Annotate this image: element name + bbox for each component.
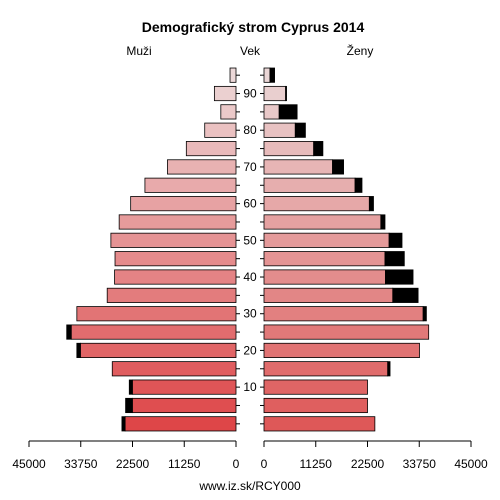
x-tick-label: 11250	[300, 457, 333, 471]
women-bar	[263, 196, 370, 212]
x-tick-label: 33750	[403, 457, 437, 471]
women-bar	[263, 159, 333, 175]
women-bar	[263, 342, 420, 358]
age-axis-label: Vek	[240, 44, 261, 58]
age-tick-label: 60	[243, 197, 257, 211]
women-bar	[263, 361, 389, 377]
x-tick-label: 0	[261, 457, 268, 471]
men-excess-bar	[66, 324, 72, 340]
women-bar	[263, 141, 315, 157]
x-tick-label: 22500	[351, 457, 385, 471]
x-tick-label: 33750	[64, 457, 98, 471]
men-bar	[144, 177, 237, 193]
women-excess-bar	[368, 196, 374, 212]
women-excess-bar	[380, 214, 386, 230]
men-bar	[80, 342, 237, 358]
age-tick-label: 70	[243, 160, 257, 174]
women-bar	[263, 214, 382, 230]
women-bar	[263, 269, 386, 285]
women-excess-bar	[332, 159, 344, 175]
women-bar	[263, 177, 356, 193]
men-label: Muži	[126, 44, 151, 58]
men-excess-bar	[121, 416, 126, 432]
women-excess-bar	[313, 141, 324, 157]
women-excess-bar	[384, 251, 405, 267]
men-bar	[130, 196, 237, 212]
women-bar	[263, 104, 280, 120]
women-excess-bar	[354, 177, 363, 193]
men-bar	[213, 85, 237, 102]
x-tick-label: 0	[233, 457, 240, 471]
men-bar	[111, 361, 237, 377]
women-excess-bar	[294, 122, 306, 138]
men-bar	[132, 379, 237, 395]
women-bar	[263, 287, 394, 303]
men-bar	[114, 269, 237, 285]
women-bar	[263, 416, 376, 432]
age-tick-label: 50	[243, 233, 257, 247]
men-bar	[185, 141, 237, 157]
women-excess-bar	[385, 269, 414, 285]
men-bar	[132, 397, 237, 414]
men-bar	[220, 104, 237, 120]
chart-title: Demografický strom Cyprus 2014	[142, 19, 365, 35]
footer-url: www.iz.sk/RCY000	[198, 479, 301, 493]
women-label: Ženy	[347, 43, 374, 58]
women-bar	[263, 379, 368, 395]
women-excess-bar	[392, 287, 419, 303]
women-excess-bar	[388, 232, 403, 248]
women-bar	[263, 306, 424, 322]
men-bar	[167, 159, 237, 175]
x-tick-label: 22500	[116, 457, 150, 471]
men-excess-bar	[128, 379, 133, 395]
men-bar	[229, 67, 237, 83]
age-tick-label: 20	[243, 343, 257, 357]
women-bar	[263, 85, 287, 102]
men-bar	[204, 122, 237, 138]
x-tick-label: 45000	[12, 457, 46, 471]
women-excess-bar	[269, 67, 275, 83]
men-bar	[118, 214, 237, 230]
x-tick-label: 11250	[168, 457, 201, 471]
women-bar	[263, 324, 430, 340]
men-bar	[70, 324, 237, 340]
men-bar	[76, 306, 237, 322]
age-tick-label: 40	[243, 270, 257, 284]
age-tick-label: 10	[243, 380, 257, 394]
women-bar	[263, 67, 271, 83]
women-bar	[263, 251, 386, 267]
age-tick-label: 30	[243, 307, 257, 321]
women-excess-bar	[285, 85, 287, 102]
men-excess-bar	[125, 397, 133, 414]
men-excess-bar	[76, 342, 81, 358]
x-tick-label: 45000	[454, 457, 488, 471]
age-tick-label: 80	[243, 123, 257, 137]
men-bar	[106, 287, 237, 303]
women-excess-bar	[278, 104, 298, 120]
age-tick-label: 90	[243, 87, 257, 101]
women-excess-bar	[387, 361, 391, 377]
men-bar	[124, 416, 237, 432]
women-bar	[263, 397, 368, 414]
women-bar	[263, 232, 390, 248]
women-bar	[263, 122, 296, 138]
men-bar	[114, 251, 237, 267]
women-excess-bar	[422, 306, 427, 322]
men-bar	[110, 232, 237, 248]
